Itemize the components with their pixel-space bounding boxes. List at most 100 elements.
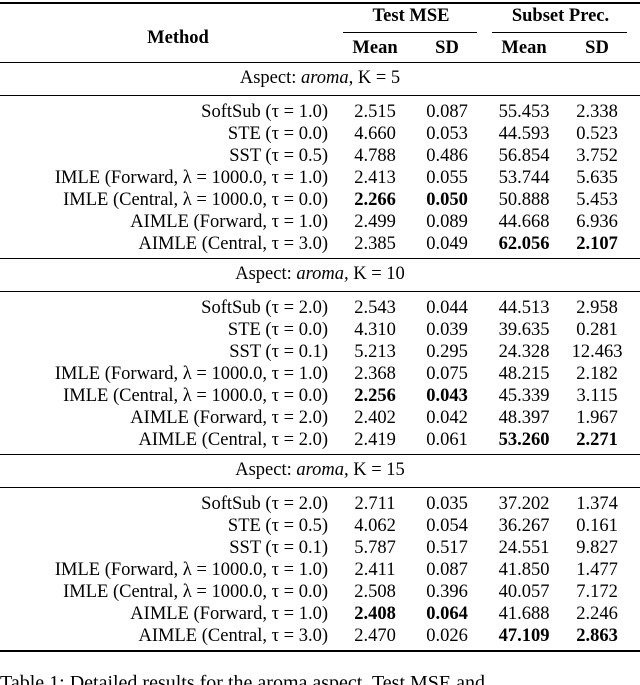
value-cell: 36.267 [498,516,550,536]
aspect-k: K = 15 [353,460,405,480]
value-cell: 4.788 [354,146,396,166]
method-cell: STE (τ = 0.5) [227,516,328,536]
value-cell: 53.260 [498,430,550,450]
value-cell: 53.744 [498,168,550,188]
method-cell: IMLE (Central, λ = 1000.0, τ = 0.0) [63,190,328,210]
rule [0,487,640,488]
value-cell: 0.517 [426,538,468,558]
value-cell: 45.339 [498,386,550,406]
method-cell: AIMLE (Forward, τ = 1.0) [130,604,328,624]
value-cell: 0.295 [426,342,468,362]
value-cell: 1.374 [576,494,618,514]
aspect-prefix: Aspect: [235,460,292,480]
value-cell: 2.711 [354,494,396,514]
value-cell: 2.863 [576,626,618,646]
value-cell: 0.042 [426,408,468,428]
value-cell: 0.089 [426,212,468,232]
value-cell: 56.854 [498,146,550,166]
value-cell: 39.635 [498,320,550,340]
value-cell: 2.107 [576,234,618,254]
value-cell: 12.463 [571,342,623,362]
value-cell: 2.338 [576,102,618,122]
value-cell: 2.515 [354,102,396,122]
method-cell: AIMLE (Central, τ = 3.0) [138,626,328,646]
method-cell: SST (τ = 0.1) [229,538,328,558]
aspect-prefix: Aspect: [239,68,297,88]
aspect-prefix: Aspect: [235,264,292,284]
value-cell: 2.499 [354,212,396,232]
value-cell: 55.453 [498,102,550,122]
value-cell: 0.044 [426,298,468,318]
method-cell: SST (τ = 0.5) [229,146,328,166]
rule [492,32,627,33]
value-cell: 2.408 [354,604,396,624]
value-cell: 48.397 [498,408,550,428]
value-cell: 2.182 [576,364,618,384]
rule [343,32,477,33]
rule [0,291,640,292]
value-cell: 3.752 [576,146,618,166]
header-col: SD [435,38,459,58]
value-cell: 48.215 [498,364,550,384]
value-cell: 0.087 [426,102,468,122]
value-cell: 24.551 [498,538,550,558]
value-cell: 50.888 [498,190,550,210]
rule [0,95,640,96]
rule [0,650,640,652]
value-cell: 2.413 [354,168,396,188]
aspect-row: Aspect: aroma, K = 15 [235,459,405,481]
header-col: SD [585,38,609,58]
rule [0,2,640,4]
value-cell: 62.056 [498,234,550,254]
value-cell: 3.115 [576,386,618,406]
value-cell: 2.246 [576,604,618,624]
value-cell: 0.087 [426,560,468,580]
method-cell: IMLE (Central, λ = 1000.0, τ = 0.0) [63,386,328,406]
method-cell: AIMLE (Forward, τ = 1.0) [130,212,328,232]
value-cell: 0.486 [426,146,468,166]
value-cell: 4.310 [354,320,396,340]
value-cell: 0.075 [426,364,468,384]
value-cell: 1.967 [576,408,618,428]
value-cell: 2.385 [354,234,396,254]
value-cell: 4.062 [354,516,396,536]
value-cell: 0.035 [426,494,468,514]
method-cell: AIMLE (Central, τ = 3.0) [138,234,328,254]
method-cell: SoftSub (τ = 1.0) [201,102,328,122]
value-cell: 24.328 [498,342,550,362]
rule [0,454,640,455]
aspect-k: K = 5 [357,68,401,88]
value-cell: 0.043 [426,386,468,406]
value-cell: 0.281 [576,320,618,340]
value-cell: 9.827 [576,538,618,558]
value-cell: 0.026 [426,626,468,646]
value-cell: 5.787 [354,538,396,558]
value-cell: 0.161 [576,516,618,536]
header-group: Test MSE [372,6,450,26]
value-cell: 40.057 [498,582,550,602]
value-cell: 0.396 [426,582,468,602]
rule [0,62,640,63]
value-cell: 2.402 [354,408,396,428]
header-col: Mean [501,38,547,58]
value-cell: 2.419 [354,430,396,450]
aspect-row: Aspect: aroma, K = 10 [235,263,405,285]
method-cell: STE (τ = 0.0) [227,320,328,340]
value-cell: 5.635 [576,168,618,188]
method-cell: STE (τ = 0.0) [227,124,328,144]
value-cell: 41.850 [498,560,550,580]
value-cell: 7.172 [576,582,618,602]
value-cell: 47.109 [498,626,550,646]
aspect-name: aroma, [296,460,349,480]
method-cell: IMLE (Forward, λ = 1000.0, τ = 1.0) [54,364,328,384]
value-cell: 2.266 [354,190,396,210]
value-cell: 2.271 [576,430,618,450]
method-cell: IMLE (Forward, λ = 1000.0, τ = 1.0) [54,168,328,188]
method-cell: AIMLE (Central, τ = 2.0) [138,430,328,450]
header-col: Mean [352,38,398,58]
value-cell: 2.543 [354,298,396,318]
value-cell: 0.061 [426,430,468,450]
value-cell: 6.936 [576,212,618,232]
value-cell: 0.523 [576,124,618,144]
